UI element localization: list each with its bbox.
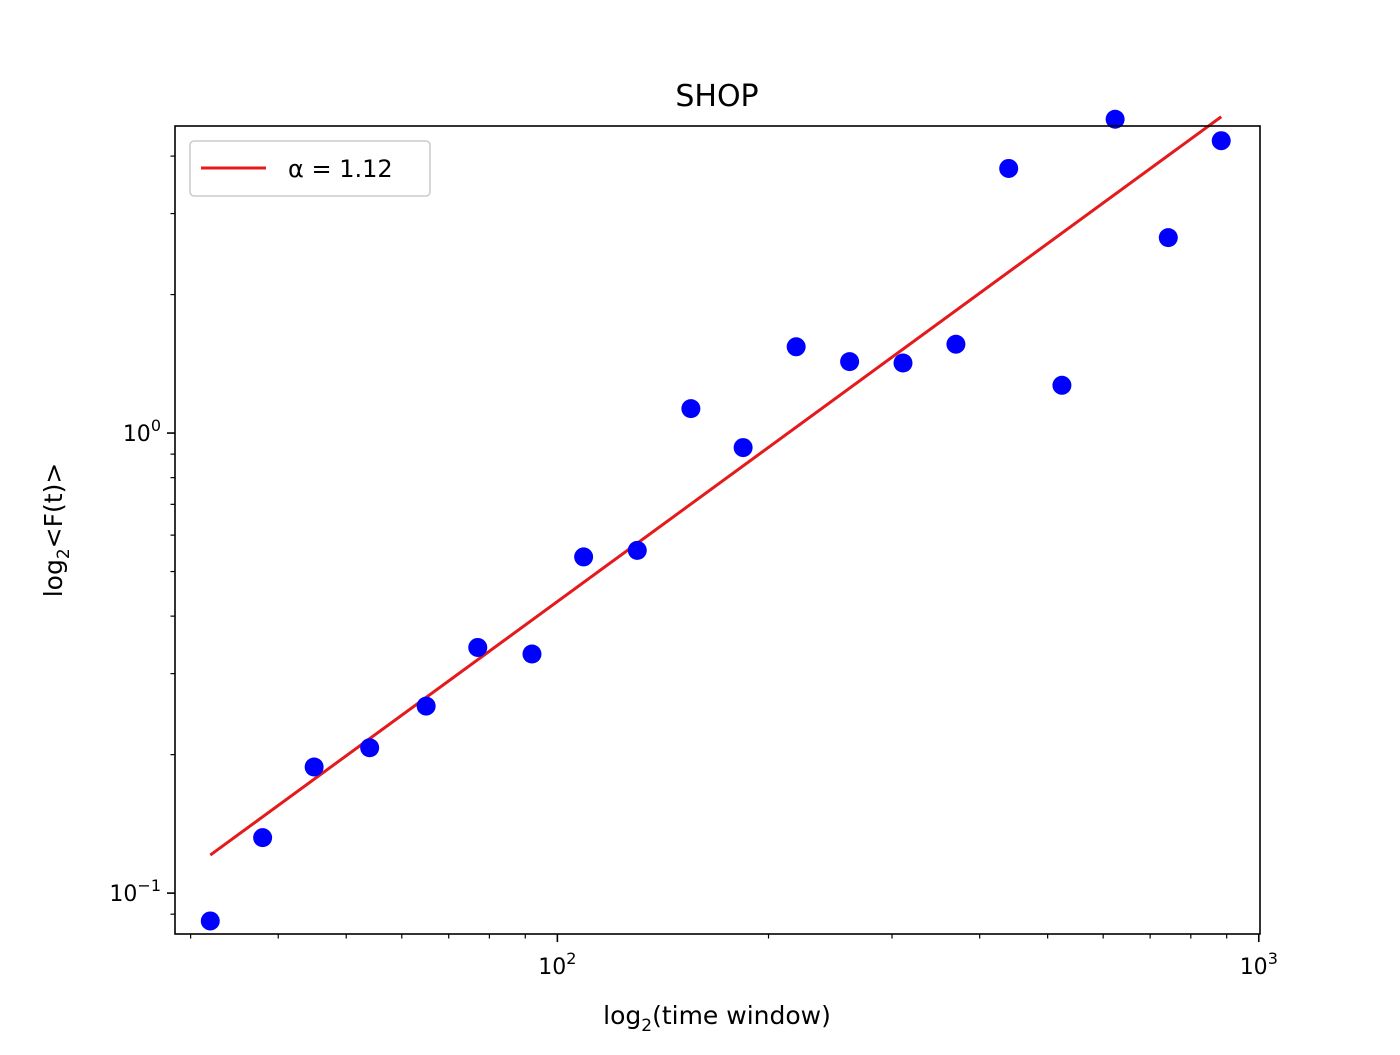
data-point	[522, 644, 542, 664]
data-point	[1052, 375, 1072, 395]
y-tick-label: 10−1	[109, 876, 161, 907]
data-point	[999, 158, 1019, 178]
data-point	[1211, 131, 1231, 151]
data-point	[253, 828, 273, 848]
data-point	[304, 757, 324, 777]
x-tick-label: 102	[538, 949, 576, 980]
data-point	[946, 334, 966, 354]
legend-entry-label: α = 1.12	[288, 155, 393, 183]
data-point	[1105, 109, 1125, 129]
data-point	[468, 637, 488, 657]
data-point	[1158, 228, 1178, 248]
data-point	[893, 353, 913, 373]
data-point	[681, 399, 701, 419]
legend-box	[189, 140, 431, 197]
chart-title: SHOP	[675, 79, 758, 114]
data-point	[574, 547, 594, 567]
legend: α = 1.12	[189, 140, 431, 197]
data-point	[786, 337, 806, 357]
data-point	[200, 911, 220, 931]
fit-line	[209, 115, 1223, 857]
data-point	[360, 738, 380, 758]
x-tick-label: 103	[1240, 949, 1278, 980]
data-point	[627, 540, 647, 560]
y-tick-label: 100	[123, 416, 161, 447]
data-point	[416, 696, 436, 716]
plot-frame	[174, 125, 1261, 935]
y-axis-label: log2<F(t)>	[39, 463, 74, 598]
data-point	[733, 438, 753, 458]
data-point	[840, 352, 860, 372]
x-axis-label: log2(time window)	[603, 1001, 831, 1036]
